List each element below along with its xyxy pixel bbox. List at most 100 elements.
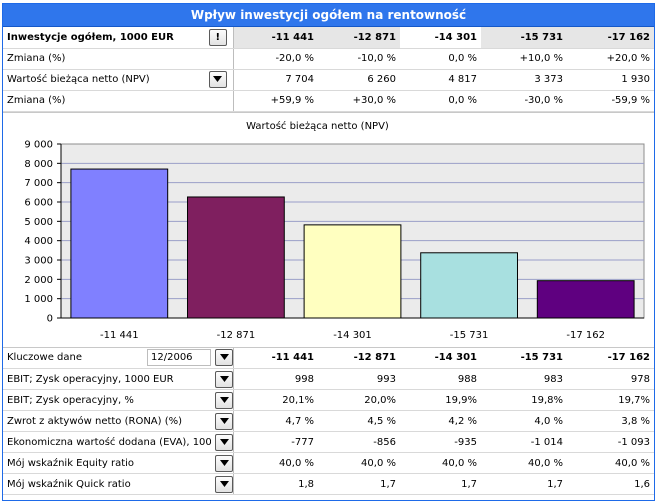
column-header: -14 301	[400, 347, 481, 369]
row-dropdown-button[interactable]	[215, 454, 232, 472]
cell: 4,7 %	[233, 410, 318, 432]
cell: +10,0 %	[481, 48, 567, 70]
row-label: Inwestycje ogółem, 1000 EUR	[3, 27, 203, 49]
key-figures-table: Kluczowe dane 12/2006 -11 441 -12 871 -1…	[3, 347, 654, 495]
cell: 19,7%	[567, 389, 654, 411]
cell: 0,0 %	[400, 48, 481, 70]
bar	[420, 251, 518, 318]
cell: 1,7	[481, 473, 567, 495]
bar	[303, 223, 402, 318]
row-dropdown-button[interactable]	[215, 412, 232, 430]
column-header: -17 162	[567, 347, 654, 369]
column-header: -11 441	[233, 347, 318, 369]
key-figures-label: Kluczowe dane	[3, 347, 143, 369]
cell: 993	[318, 368, 400, 390]
table-row: Mój wskaźnik Quick ratio 1,8 1,7 1,7 1,7 1,6	[3, 473, 654, 495]
cell: +30,0 %	[318, 90, 400, 112]
cell: 978	[567, 368, 654, 390]
y-tick-label: 9 000	[24, 139, 53, 150]
cell: -12 871	[318, 27, 400, 49]
bar	[536, 279, 635, 318]
cell: -935	[400, 431, 481, 453]
x-tick-label: -17 162	[566, 330, 605, 341]
npv-bar-chart: Wartość bieżąca netto (NPV) 0 1 000 2 000 3 …	[24, 120, 645, 341]
cell: 4,5 %	[318, 410, 400, 432]
cell: 6 260	[318, 69, 400, 91]
cell: 20,1%	[233, 389, 318, 411]
cell: 0,0 %	[400, 90, 481, 112]
row-label: Mój wskaźnik Equity ratio	[3, 452, 211, 474]
cell: -20,0 %	[233, 48, 318, 70]
y-tick-label: 2 000	[24, 274, 53, 285]
bar	[187, 195, 285, 318]
row-label: Ekonomiczna wartość dodana (EVA), 1000 E…	[3, 431, 211, 453]
cell: 3 373	[481, 69, 567, 91]
row-label: Zmiana (%)	[3, 48, 203, 70]
period-select[interactable]: 12/2006	[147, 349, 211, 367]
cell: -59,9 %	[567, 90, 654, 112]
cell: -777	[233, 431, 318, 453]
cell: -17 162	[567, 27, 654, 49]
cell: 19,9%	[400, 389, 481, 411]
info-button[interactable]: !	[208, 28, 227, 46]
cell: 4,2 %	[400, 410, 481, 432]
x-tick-label: -15 731	[450, 330, 489, 341]
table-header-row: Kluczowe dane 12/2006 -11 441 -12 871 -1…	[3, 347, 654, 369]
cell: 998	[233, 368, 318, 390]
chevron-down-icon	[213, 76, 223, 82]
row-label: Mój wskaźnik Quick ratio	[3, 473, 211, 495]
cell: 4 817	[400, 69, 481, 91]
cell: 1,6	[567, 473, 654, 495]
cell: 3,8 %	[567, 410, 654, 432]
chevron-down-icon	[219, 480, 229, 487]
y-tick-label: 0	[47, 313, 53, 324]
y-tick-label: 1 000	[24, 294, 53, 305]
chevron-down-icon	[219, 396, 229, 403]
chevron-down-icon	[219, 459, 229, 466]
cell: 7 704	[233, 69, 318, 91]
table-row: EBIT; Zysk operacyjny, 1000 EUR 998 993 988…	[3, 368, 654, 390]
row-label: EBIT; Zysk operacyjny, 1000 EUR	[3, 368, 211, 390]
cell: 20,0%	[318, 389, 400, 411]
x-tick-label: -14 301	[333, 330, 372, 341]
cell: 1,7	[400, 473, 481, 495]
column-header: -12 871	[318, 347, 400, 369]
y-tick-label: 3 000	[24, 255, 53, 266]
cell: 1,8	[233, 473, 318, 495]
y-tick-label: 5 000	[24, 216, 53, 227]
row-dropdown-button[interactable]	[215, 391, 232, 409]
dropdown-button[interactable]	[208, 71, 227, 88]
row-label: Wartość bieżąca netto (NPV)	[3, 69, 203, 91]
column-header: -15 731	[481, 347, 567, 369]
y-tick-label: 8 000	[24, 158, 53, 169]
cell: -856	[318, 431, 400, 453]
cell: 983	[481, 368, 567, 390]
row-label: Zwrot z aktywów netto (RONA) (%)	[3, 410, 211, 432]
window-title: Wpływ inwestycji ogółem na rentowność	[3, 4, 654, 27]
y-tick-label: 7 000	[24, 178, 53, 189]
cell: 40,0 %	[481, 452, 567, 474]
cell: -10,0 %	[318, 48, 400, 70]
table-row: Zmiana (%) -20,0 % -10,0 % 0,0 % +10,0 %…	[3, 48, 654, 70]
row-dropdown-button[interactable]	[215, 433, 232, 451]
table-row: Zmiana (%) +59,9 % +30,0 % 0,0 % -30,0 %…	[3, 90, 654, 112]
chart-title: Wartość bieżąca netto (NPV)	[246, 120, 389, 132]
cell: 19,8%	[481, 389, 567, 411]
row-dropdown-button[interactable]	[215, 370, 232, 388]
table-row: EBIT; Zysk operacyjny, % 20,1% 20,0% 19,9% 1…	[3, 389, 654, 411]
y-tick-label: 4 000	[24, 236, 53, 247]
window: Wpływ inwestycji ogółem na rentowność In…	[2, 3, 655, 501]
cell: -1 014	[481, 431, 567, 453]
npv-chart: Wartość bieżąca netto (NPV) 0 1 000 2 000 3 …	[3, 111, 654, 348]
row-dropdown-button[interactable]	[215, 475, 232, 493]
period-dropdown-button[interactable]	[215, 349, 232, 367]
cell: 1,7	[318, 473, 400, 495]
chevron-down-icon	[219, 438, 229, 445]
y-tick-label: 6 000	[24, 197, 53, 208]
chevron-down-icon	[219, 417, 229, 424]
cell: 1 930	[567, 69, 654, 91]
cell: -11 441	[233, 27, 318, 49]
cell: 4,0 %	[481, 410, 567, 432]
table-row: Mój wskaźnik Equity ratio 40,0 % 40,0 % 40,…	[3, 452, 654, 474]
table-row: Zwrot z aktywów netto (RONA) (%) 4,7 % 4,5…	[3, 410, 654, 432]
